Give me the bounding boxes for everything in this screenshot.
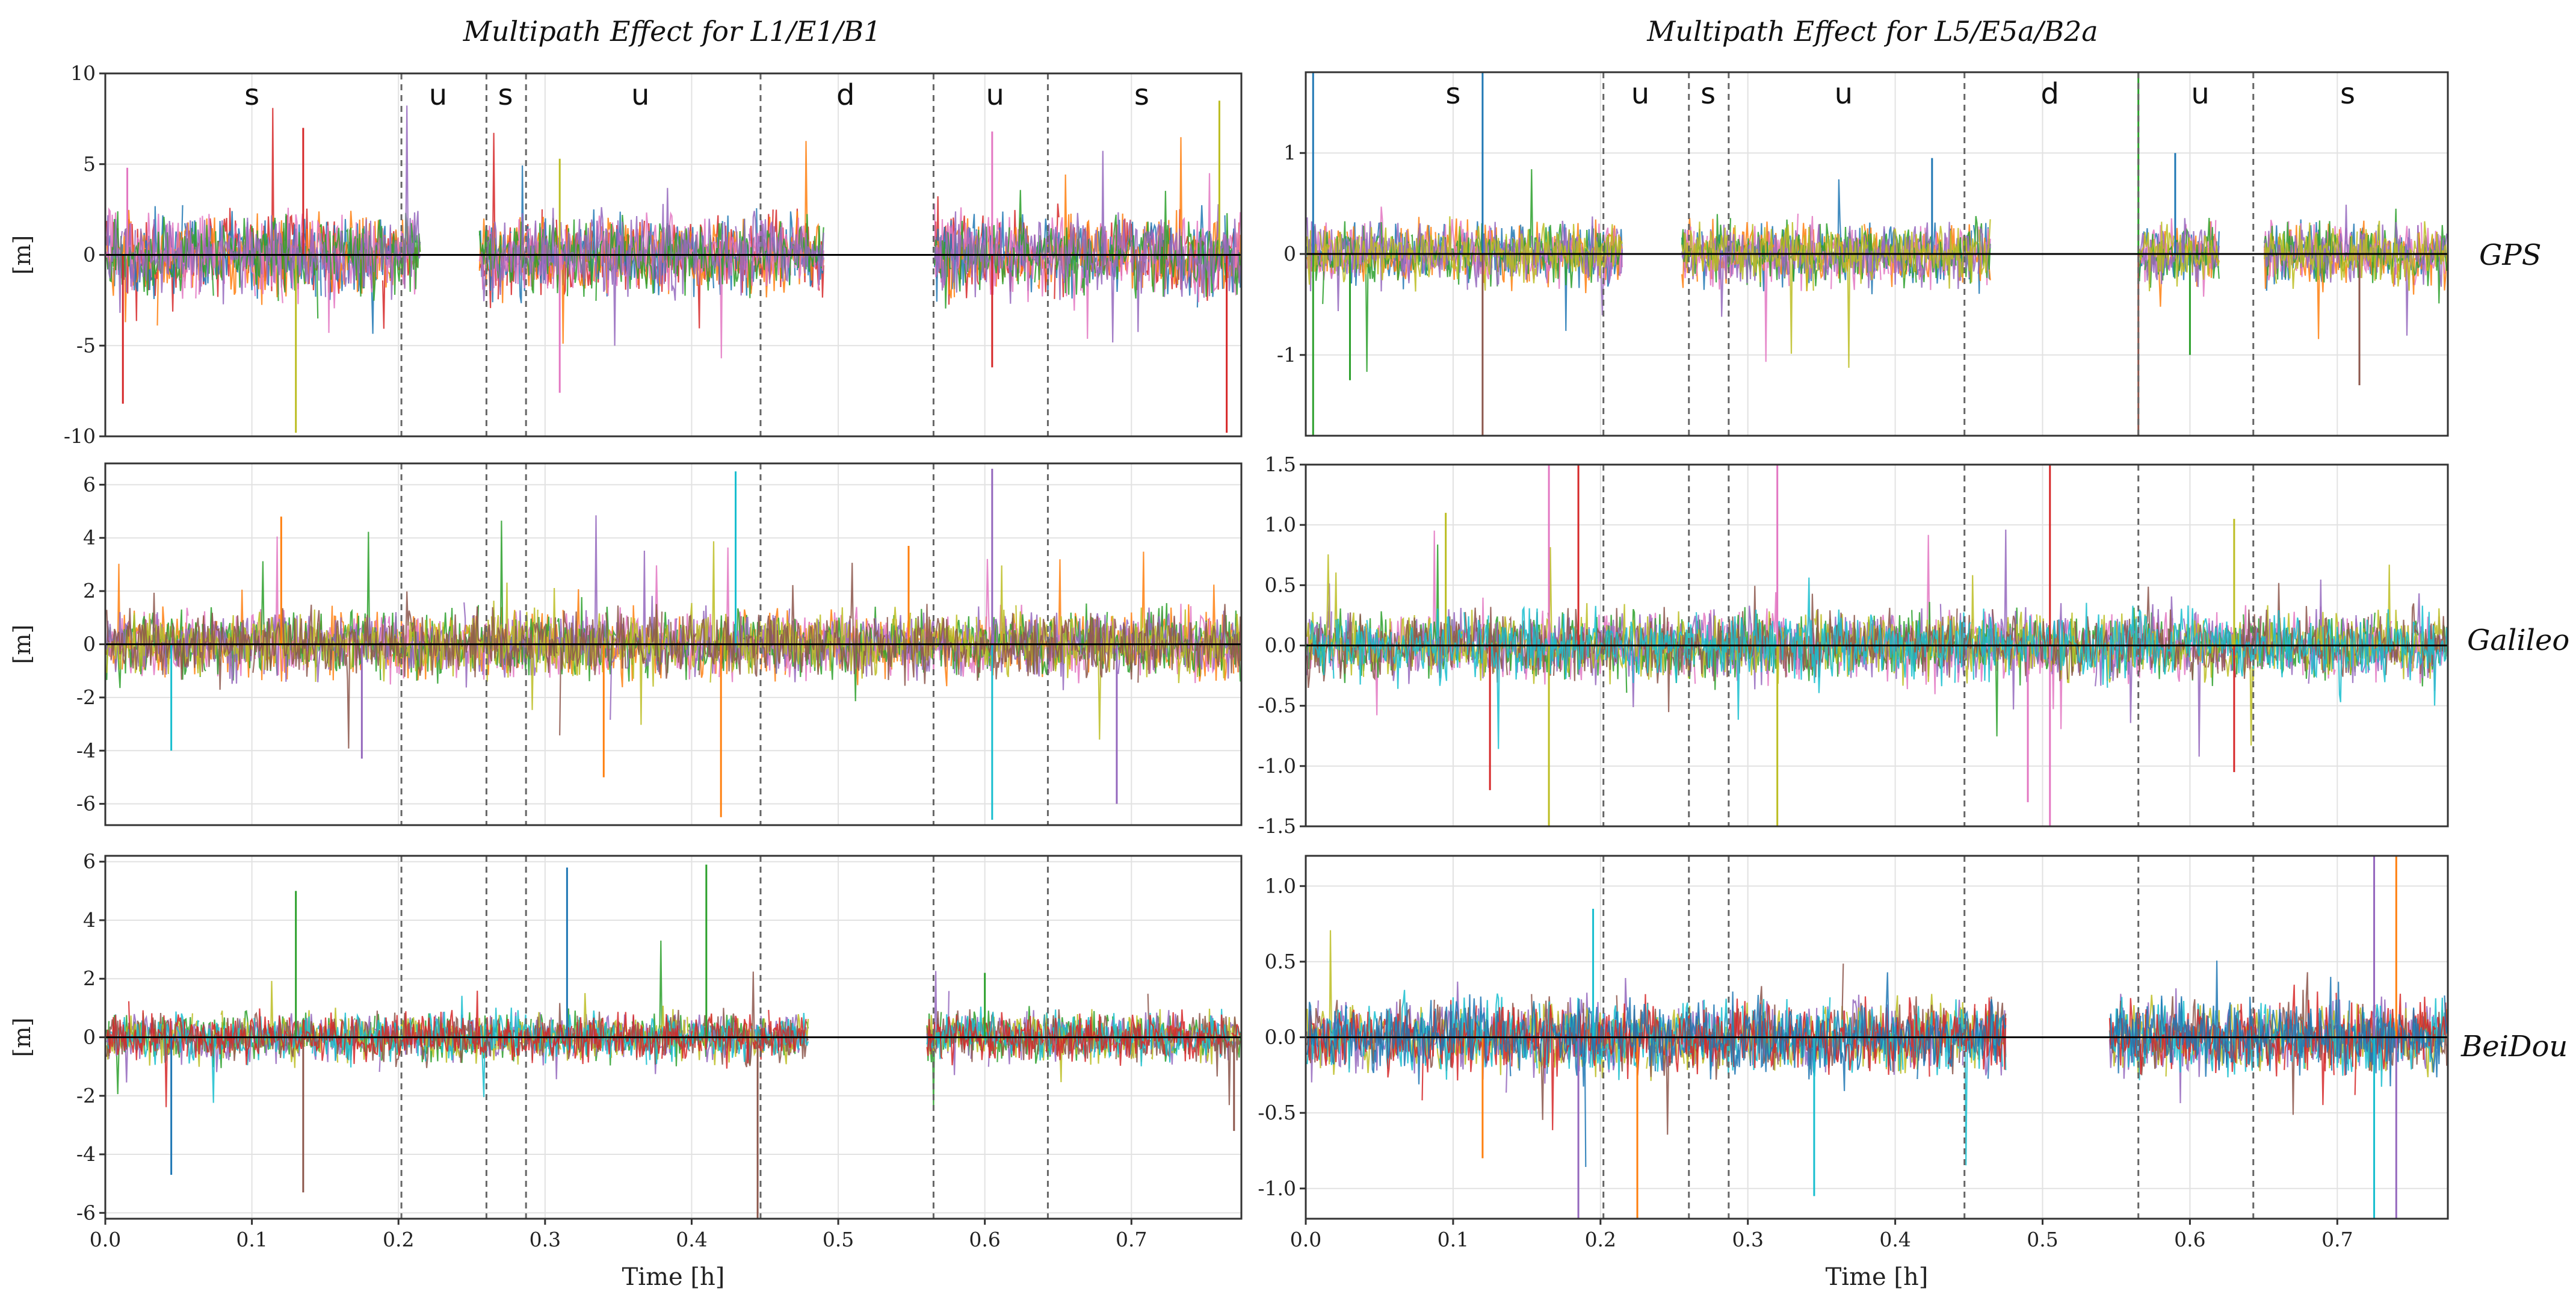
segment-label: u — [1835, 77, 1853, 111]
data-series-6 — [106, 563, 1241, 749]
y-tick-label: -0.5 — [1258, 1101, 1296, 1124]
y-tick-label: 1.5 — [1265, 453, 1296, 476]
segment-label: u — [2191, 77, 2209, 111]
y-tick-label: 0.5 — [1265, 950, 1296, 973]
segment-label: u — [986, 78, 1004, 112]
y-tick-label: 2 — [83, 967, 96, 990]
row-label-gps: GPS — [2479, 238, 2542, 272]
panel-beidou-l5: -1.0 -0.5 0.0 0.5 1.0 0.0 0.1 0.2 0.3 0.4 0.5 0.6 0.… — [1258, 855, 2449, 1291]
y-tick-label: -10 — [64, 424, 96, 448]
segment-label: d — [2041, 77, 2059, 111]
segment-label: s — [1134, 78, 1149, 112]
row-label-beidou: BeiDou — [2460, 1030, 2568, 1063]
trace-group — [106, 101, 1241, 433]
y-tick-label: 6 — [83, 850, 96, 873]
x-tick-label: 0.3 — [530, 1228, 561, 1251]
panel-galileo-l5: -1.5 -1.0 -0.5 0.0 0.5 1.0 1.5 — [1258, 453, 2449, 838]
y-tick-label: 0.5 — [1265, 573, 1296, 596]
x-tick-label: 0.3 — [1732, 1228, 1763, 1251]
y-tick-label: 0 — [1283, 242, 1296, 265]
y-tick-label: 4 — [83, 526, 96, 549]
y-tick-label: -5 — [76, 333, 96, 357]
x-tick-label: 0.7 — [1116, 1228, 1147, 1251]
segment-label: s — [498, 78, 513, 112]
y-tick-label: 5 — [83, 152, 96, 176]
x-tick-label: 0.1 — [1438, 1228, 1469, 1251]
y-axis-label: [m] — [9, 1018, 36, 1057]
y-tick-label: 0.0 — [1265, 1026, 1296, 1049]
y-axis-label: [m] — [9, 235, 36, 275]
data-series-6 — [1306, 961, 2448, 1168]
segment-label: u — [1631, 77, 1649, 111]
x-tick-label: 0.6 — [969, 1228, 1000, 1251]
x-tick-label: 0.5 — [823, 1228, 854, 1251]
segment-label: d — [836, 78, 854, 112]
y-tick-label: 0 — [83, 1026, 96, 1049]
x-axis-label: Time [h] — [1826, 1263, 1929, 1291]
x-tick-label: 0.7 — [2321, 1228, 2353, 1251]
x-tick-label: 0.4 — [676, 1228, 707, 1251]
y-tick-label: -1.0 — [1258, 754, 1296, 778]
x-tick-label: 0.0 — [1290, 1228, 1321, 1251]
y-tick-label: -4 — [76, 1142, 96, 1166]
panel-galileo-l1: -6 -4 -2 0 2 4 6 [m] — [9, 462, 1243, 826]
y-tick-label: -1.0 — [1258, 1177, 1296, 1200]
segment-label: s — [244, 78, 259, 112]
segment-label: s — [2340, 77, 2355, 111]
y-axis-label: [m] — [9, 625, 36, 664]
x-tick-label: 0.4 — [1879, 1228, 1910, 1251]
x-tick-label: 0.1 — [236, 1228, 267, 1251]
panel-gps-l5: s u s u d u s -1 0 1 — [1277, 71, 2449, 437]
y-tick-label: 1.0 — [1265, 513, 1296, 536]
x-tick-label: 0.6 — [2174, 1228, 2205, 1251]
trace-group — [106, 468, 1241, 820]
y-tick-label: -4 — [76, 738, 96, 762]
y-tick-label: -1.5 — [1258, 814, 1296, 838]
panel-gps-l1: s u s u d u s -10 -5 0 5 10 [m] — [9, 61, 1243, 448]
x-axis-label: Time [h] — [622, 1263, 725, 1291]
y-tick-label: 6 — [83, 472, 96, 496]
x-tick-label: 0.0 — [90, 1228, 121, 1251]
segment-label: u — [429, 78, 447, 112]
trace-group — [107, 864, 1240, 1219]
y-tick-label: 0 — [83, 243, 96, 267]
x-tick-label: 0.2 — [1585, 1228, 1616, 1251]
right-column-title: Multipath Effect for L5/E5a/B2a — [1646, 15, 2098, 48]
y-tick-label: 0.0 — [1265, 634, 1296, 657]
segment-label: s — [1700, 77, 1716, 111]
y-tick-label: -6 — [76, 1201, 96, 1224]
x-tick-label: 0.5 — [2027, 1228, 2058, 1251]
y-tick-label: -2 — [76, 685, 96, 709]
left-column-title: Multipath Effect for L1/E1/B1 — [463, 15, 882, 48]
y-tick-label: 0 — [83, 633, 96, 656]
row-label-galileo: Galileo — [2467, 624, 2569, 657]
segment-label: u — [631, 78, 649, 112]
y-tick-label: -6 — [76, 792, 96, 815]
y-tick-label: 10 — [70, 61, 96, 85]
segment-label: s — [1445, 77, 1460, 111]
y-tick-label: 1.0 — [1265, 874, 1296, 897]
y-tick-label: -0.5 — [1258, 694, 1296, 717]
x-tick-label: 0.2 — [383, 1228, 414, 1251]
panel-beidou-l1: -6 -4 -2 0 2 4 6 0.0 0.1 0.2 0.3 0.4 0.5 0.6 0.7 [m] Tim… — [9, 850, 1243, 1291]
y-tick-label: -2 — [76, 1084, 96, 1107]
trace-group — [1306, 465, 2448, 826]
y-tick-label: 1 — [1283, 141, 1296, 164]
y-tick-label: 4 — [83, 908, 96, 932]
y-tick-label: -1 — [1277, 343, 1296, 367]
y-tick-label: 2 — [83, 579, 96, 602]
